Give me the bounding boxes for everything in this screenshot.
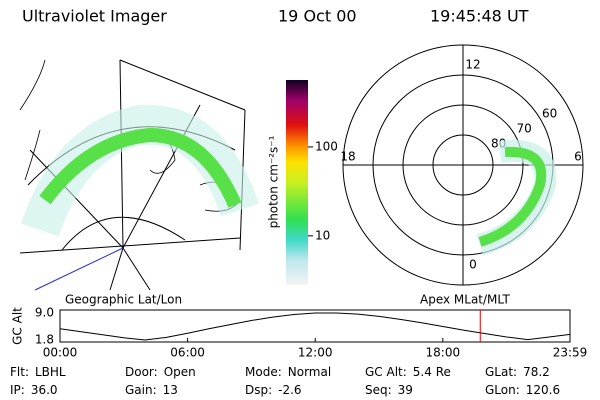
y-tick-label: 1.8 bbox=[35, 333, 54, 347]
y-tick-label: 9.0 bbox=[35, 306, 54, 320]
x-tick-label: 06:00 bbox=[170, 346, 205, 360]
colorbar bbox=[286, 80, 308, 285]
info-field: IP: 36.0 bbox=[10, 383, 58, 397]
x-tick-label: 00:00 bbox=[43, 346, 78, 360]
altitude-curve bbox=[59, 312, 571, 341]
altitude-label: GC Alt bbox=[11, 307, 25, 345]
info-field: GLon: 120.6 bbox=[485, 383, 560, 397]
info-field: Mode: Normal bbox=[245, 365, 331, 379]
colorbar-tick-label: 10 bbox=[315, 228, 330, 242]
info-field: Dsp: -2.6 bbox=[245, 383, 302, 397]
info-value: -2.6 bbox=[278, 383, 301, 397]
info-field: Door: Open bbox=[125, 365, 196, 379]
date: 19 Oct 00 bbox=[278, 7, 357, 26]
mlt-label: 0 bbox=[469, 258, 477, 272]
info-label: Flt: bbox=[10, 365, 29, 379]
info-label: GLon: bbox=[485, 383, 520, 397]
colorbar-tick-label: 100 bbox=[315, 139, 338, 153]
info-value: 120.6 bbox=[526, 383, 560, 397]
altitude-frame bbox=[59, 309, 571, 343]
colorbar-label: photon cm⁻²s⁻¹ bbox=[267, 135, 281, 228]
aurora-oval bbox=[478, 146, 547, 247]
info-label: Gain: bbox=[125, 383, 157, 397]
polar-plot bbox=[342, 44, 584, 286]
x-tick-label: 12:00 bbox=[298, 346, 333, 360]
map-label: Apex MLat/MLT bbox=[420, 293, 510, 307]
info-value: Normal bbox=[288, 365, 331, 379]
aurora-oval bbox=[39, 127, 242, 208]
info-value: 13 bbox=[163, 383, 178, 397]
mlt-label: 12 bbox=[465, 58, 480, 72]
map-label: Geographic Lat/Lon bbox=[65, 293, 182, 307]
info-label: Mode: bbox=[245, 365, 282, 379]
info-label: Dsp: bbox=[245, 383, 272, 397]
lat-label: 60 bbox=[542, 107, 557, 121]
title: Ultraviolet Imager bbox=[22, 7, 167, 26]
info-value: 78.2 bbox=[523, 365, 550, 379]
info-label: GC Alt: bbox=[365, 365, 407, 379]
info-field: GC Alt: 5.4 Re bbox=[365, 365, 451, 379]
mlt-label: 18 bbox=[340, 150, 355, 164]
info-field: Gain: 13 bbox=[125, 383, 178, 397]
lat-ring bbox=[402, 104, 524, 226]
info-value: 36.0 bbox=[31, 383, 58, 397]
time: 19:45:48 UT bbox=[430, 7, 529, 26]
mlt-label: 6 bbox=[574, 150, 582, 164]
info-field: Seq: 39 bbox=[365, 383, 413, 397]
lat-ring bbox=[432, 134, 494, 196]
info-field: Flt: LBHL bbox=[10, 365, 66, 379]
info-label: IP: bbox=[10, 383, 25, 397]
lat-label: 70 bbox=[517, 122, 532, 136]
info-value: LBHL bbox=[35, 365, 66, 379]
info-label: GLat: bbox=[485, 365, 517, 379]
info-value: 5.4 Re bbox=[413, 365, 451, 379]
info-label: Seq: bbox=[365, 383, 392, 397]
x-tick-label: 18:00 bbox=[426, 346, 461, 360]
info-field: GLat: 78.2 bbox=[485, 365, 550, 379]
info-label: Door: bbox=[125, 365, 158, 379]
info-value: Open bbox=[164, 365, 196, 379]
info-value: 39 bbox=[398, 383, 413, 397]
x-tick-label: 23:59 bbox=[553, 346, 588, 360]
